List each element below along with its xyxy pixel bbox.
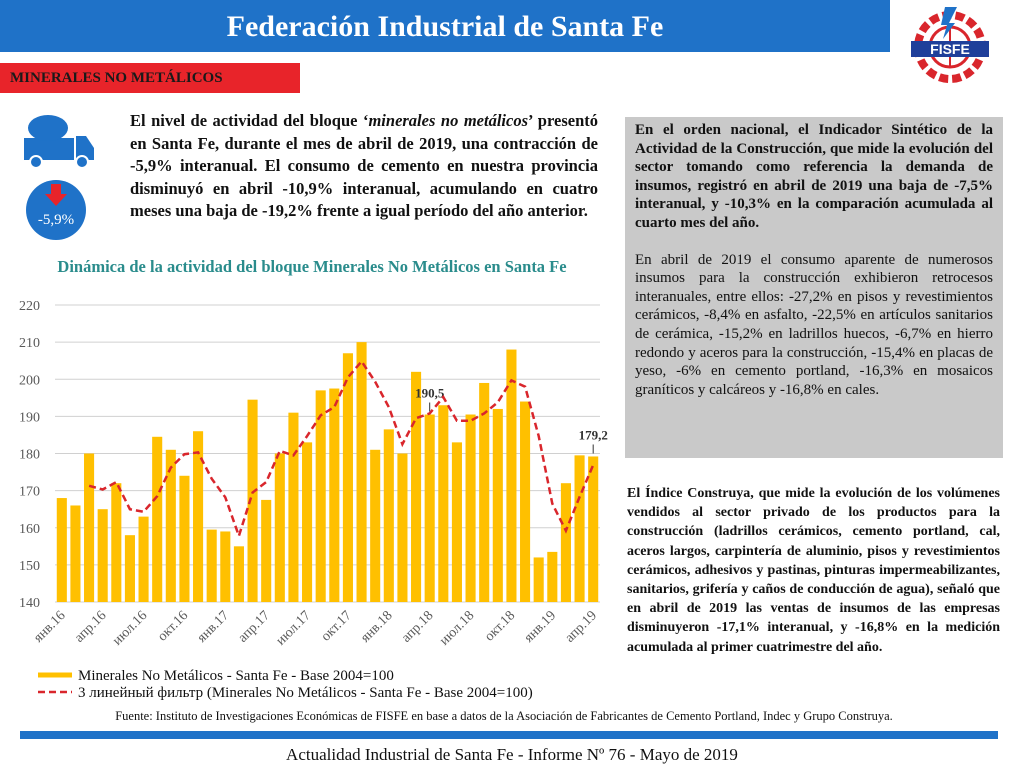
bar	[356, 342, 367, 602]
bar	[302, 442, 313, 602]
bar	[56, 498, 67, 602]
bar	[179, 475, 190, 602]
x-tick-label: янв.17	[195, 608, 233, 646]
bar	[138, 516, 149, 602]
truck-wheel	[75, 155, 89, 169]
logo-band	[911, 41, 989, 57]
intro-emphasis: minerales no metálicos	[368, 111, 529, 130]
badge-circle	[26, 180, 86, 240]
x-tick-label: июл.17	[274, 608, 314, 648]
y-tick-label: 220	[19, 299, 40, 314]
national-box: En el orden nacional, el Indicador Sinté…	[625, 117, 1003, 458]
logo: FISFE	[911, 7, 989, 83]
x-tick-label: апр.16	[72, 608, 109, 645]
bar	[547, 551, 558, 602]
chart-title: Dinámica de la actividad del bloque Mine…	[57, 257, 566, 276]
truck-drum	[28, 115, 68, 141]
x-tick-label: апр.17	[236, 608, 273, 645]
box-paragraph: En abril de 2019 el consumo aparente de …	[635, 251, 993, 398]
bar	[451, 442, 462, 602]
bar	[329, 388, 340, 602]
intro-text: El nivel de actividad del bloque ‘	[130, 111, 369, 130]
bar	[193, 431, 204, 602]
bar	[84, 453, 95, 602]
truck-cab	[76, 136, 94, 160]
value-label: 190,5	[415, 386, 445, 401]
y-tick-label: 170	[19, 485, 40, 500]
bar	[506, 349, 517, 602]
bar	[342, 353, 353, 602]
bar	[479, 382, 490, 602]
x-tick-label: янв.19	[522, 608, 560, 646]
source: Fuente: Instituto de Investigaciones Eco…	[115, 709, 893, 723]
x-tick-label: янв.18	[358, 608, 396, 646]
intro: El nivel de actividad del bloque ‘minera…	[130, 110, 598, 223]
bar	[124, 535, 135, 602]
icons: -5,9%	[24, 115, 94, 240]
section-tag: MINERALES NO METÁLICOS	[0, 63, 300, 93]
header-title: Federación Industrial de Santa Fe	[0, 0, 890, 52]
bar	[397, 453, 408, 602]
bar	[288, 412, 299, 602]
bar	[520, 401, 531, 602]
trend-line	[88, 359, 595, 540]
bar	[261, 499, 272, 602]
logo-bolt	[941, 7, 957, 39]
x-tick-label: июл.16	[110, 608, 150, 648]
y-tick-label: 190	[19, 410, 40, 425]
construya-paragraph: El Índice Construya, que mide la evoluci…	[627, 486, 1000, 655]
bar	[233, 546, 244, 602]
bar	[465, 414, 476, 602]
x-tick-label: июл.18	[437, 608, 477, 648]
x-tick-label: окт.17	[319, 608, 355, 644]
bar	[274, 453, 285, 602]
bar	[574, 455, 585, 602]
down-arrow	[45, 184, 67, 206]
y-tick-label: 180	[19, 448, 40, 463]
x-tick-label: окт.16	[155, 608, 191, 644]
bar	[70, 505, 81, 602]
bar	[533, 557, 544, 602]
truck-wheel	[29, 155, 43, 169]
bar	[370, 449, 381, 602]
bar	[560, 483, 571, 602]
x-tick-label: апр.18	[399, 608, 436, 645]
bar	[438, 405, 449, 602]
bar	[411, 371, 422, 602]
bar	[424, 414, 435, 602]
bar	[247, 399, 258, 602]
footer: Actualidad Industrial de Santa Fe - Info…	[286, 745, 738, 764]
y-tick-label: 150	[19, 559, 40, 574]
legend-label: Minerales No Metálicos - Santa Fe - Base…	[78, 668, 394, 684]
bar	[111, 483, 122, 602]
truck-body	[24, 138, 74, 160]
bar	[152, 436, 163, 602]
intro-text: ’ presentó en Santa Fe, durante el mes d…	[130, 111, 598, 220]
x-tick-label: окт.18	[482, 608, 518, 644]
bar	[97, 509, 108, 602]
chart: Dinámica de la actividad del bloque Mine…	[19, 257, 608, 701]
x-tick-label: апр.19	[563, 608, 600, 645]
box-paragraph: En el orden nacional, el Indicador Sinté…	[635, 122, 993, 231]
bar	[588, 456, 599, 602]
y-tick-label: 200	[19, 373, 40, 388]
bar	[383, 429, 394, 602]
bar	[165, 449, 176, 602]
value-label: 179,2	[579, 427, 608, 442]
y-tick-label: 210	[19, 336, 40, 351]
y-tick-label: 140	[19, 596, 40, 611]
bar	[220, 531, 231, 602]
rule	[20, 731, 998, 739]
badge-value: -5,9%	[38, 212, 74, 228]
x-tick-label: янв.16	[31, 608, 69, 646]
y-tick-label: 160	[19, 522, 40, 537]
logo-text: FISFE	[930, 41, 970, 57]
legend-label: 3 линейный фильтр (Minerales No Metálico…	[78, 685, 533, 701]
bar	[206, 529, 217, 602]
bar	[315, 390, 326, 602]
bar	[492, 408, 503, 602]
